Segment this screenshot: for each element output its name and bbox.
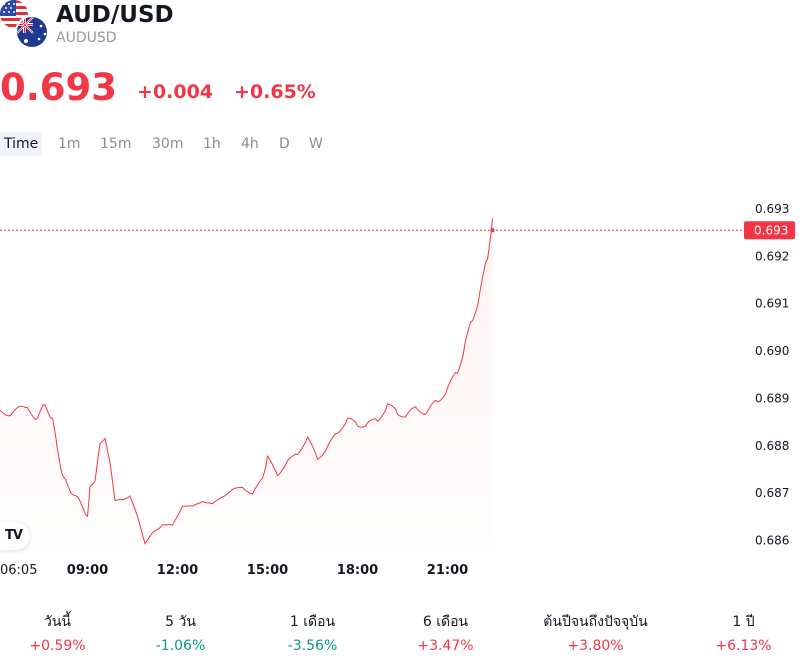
y-tick-label: 0.687: [755, 486, 789, 500]
y-tick-label: 0.693: [755, 202, 789, 216]
price-chart-svg[interactable]: 0.693 0.693 0.692 0.691 0.690 0.689 0.688 0.68…: [0, 180, 800, 580]
price-area: [0, 218, 493, 550]
currency-flags: [0, 0, 50, 50]
tab-d[interactable]: D: [279, 136, 290, 152]
price-line: [0, 218, 493, 545]
perf-6-months[interactable]: 6 เดือน +3.47%: [379, 612, 512, 656]
perf-label: ต้นปีจนถึงปัจจุบัน: [543, 614, 648, 630]
perf-label: 1 ปี: [732, 614, 755, 630]
perf-1-month[interactable]: 1 เดือน -3.56%: [246, 612, 379, 656]
y-tick-label: 0.692: [755, 249, 789, 263]
symbol-title: AUD/USD: [56, 2, 174, 28]
price-change-percent: +0.65%: [234, 81, 316, 103]
timeframe-tabs: Time 1m 15m 30m 1h 4h D W: [0, 132, 400, 156]
tab-1h[interactable]: 1h: [203, 136, 221, 152]
x-tick-label: 09:00: [67, 563, 108, 578]
price-change: +0.004: [137, 81, 214, 103]
perf-5-days[interactable]: 5 วัน -1.06%: [114, 612, 247, 656]
perf-label: 1 เดือน: [289, 614, 336, 630]
us-flag-icon: [0, 0, 30, 30]
last-price: 0.693: [0, 66, 118, 109]
tab-15m[interactable]: 15m: [100, 136, 132, 152]
tradingview-logo-icon: TV: [5, 528, 23, 543]
perf-ytd[interactable]: ต้นปีจนถึงปัจจุบัน +3.80%: [529, 612, 662, 656]
last-price-tag-label: 0.693: [754, 223, 788, 237]
last-price-dot: [490, 228, 495, 233]
perf-value: +0.59%: [29, 638, 86, 654]
symbol-header: AUD/USD AUDUSD: [0, 0, 800, 50]
tab-time[interactable]: Time: [0, 132, 43, 156]
price-chart[interactable]: 0.693 0.693 0.692 0.691 0.690 0.689 0.688 0.68…: [0, 180, 800, 580]
y-tick-label: 0.691: [755, 297, 789, 311]
perf-value: +3.47%: [417, 638, 474, 654]
last-price-tag: [744, 221, 795, 240]
tradingview-logo[interactable]: TV: [0, 522, 30, 550]
y-tick-label: 0.686: [755, 534, 789, 548]
au-flag-icon: [15, 15, 49, 49]
tab-1m[interactable]: 1m: [58, 136, 81, 152]
perf-1-year[interactable]: 1 ปี +6.13%: [677, 612, 800, 656]
x-tick-label: 06:05: [0, 563, 37, 578]
y-tick-label: 0.689: [755, 391, 789, 405]
perf-label: วันนี้: [43, 614, 71, 630]
y-tick-label: 0.688: [755, 439, 789, 453]
performance-row: วันนี้ +0.59% 5 วัน -1.06% 1 เดือน -3.56…: [0, 612, 800, 662]
tab-w[interactable]: W: [309, 136, 323, 152]
x-tick-label: 12:00: [157, 563, 198, 578]
perf-value: +3.80%: [567, 638, 624, 654]
tab-4h[interactable]: 4h: [241, 136, 259, 152]
perf-label: 5 วัน: [165, 614, 196, 630]
quote-row: 0.693 +0.004 +0.65%: [0, 66, 800, 110]
perf-value: +6.13%: [715, 638, 772, 654]
perf-today[interactable]: วันนี้ +0.59%: [0, 612, 124, 656]
x-tick-label: 18:00: [337, 563, 378, 578]
perf-label: 6 เดือน: [422, 614, 469, 630]
perf-value: -3.56%: [287, 638, 338, 654]
y-tick-label: 0.690: [755, 344, 789, 358]
x-tick-label: 21:00: [427, 563, 468, 578]
x-tick-label: 15:00: [247, 563, 288, 578]
symbol-subtitle: AUDUSD: [56, 30, 117, 46]
tab-30m[interactable]: 30m: [152, 136, 184, 152]
perf-value: -1.06%: [155, 638, 206, 654]
